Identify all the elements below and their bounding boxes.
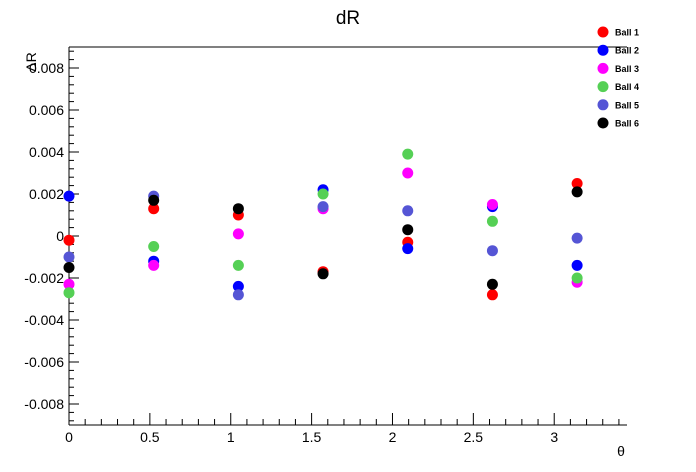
data-point-ball-5 — [486, 245, 498, 257]
data-point-ball-4 — [63, 287, 75, 299]
y-tick-label: 0.004 — [29, 144, 64, 160]
legend-label-ball-3: Ball 3 — [615, 64, 639, 74]
legend-label-ball-4: Ball 4 — [615, 82, 639, 92]
data-point-ball-3 — [232, 228, 244, 240]
data-point-ball-1 — [486, 289, 498, 301]
x-tick-label: 1.5 — [302, 429, 322, 445]
data-point-ball-2 — [402, 243, 414, 255]
data-point-ball-3 — [63, 278, 75, 290]
x-tick-label: 2 — [389, 429, 397, 445]
data-point-ball-2 — [571, 259, 583, 271]
data-point-ball-4 — [571, 272, 583, 284]
legend: Ball 1 Ball 2 Ball 3 Ball 4 Ball 5 Ball 6 — [597, 26, 639, 129]
y-tick-label: -0.002 — [24, 270, 64, 286]
data-point-ball-1 — [571, 178, 583, 189]
x-tick-label: 0 — [65, 429, 73, 445]
x-tick-label: 1 — [227, 429, 235, 445]
data-point-ball-6 — [486, 278, 498, 290]
x-axis-label: θ — [617, 443, 625, 459]
data-point-ball-4 — [232, 259, 244, 271]
data-point-ball-4 — [402, 148, 414, 160]
data-point-ball-5 — [571, 232, 583, 244]
legend-label-ball-6: Ball 6 — [615, 119, 639, 129]
data-point-ball-1 — [148, 203, 160, 215]
y-axis-label: ΔR — [23, 52, 39, 71]
data-point-ball-5 — [317, 201, 329, 213]
y-tick-label: 0.008 — [29, 60, 64, 76]
x-tick-label: 2.5 — [464, 429, 484, 445]
data-point-ball-3 — [402, 167, 414, 179]
data-point-ball-5 — [402, 205, 414, 217]
data-point-ball-4 — [486, 215, 498, 227]
data-point-ball-4 — [148, 241, 160, 252]
x-tick-label: 0.5 — [140, 429, 160, 445]
legend-marker-ball-2 — [597, 44, 609, 56]
y-tick-label: -0.008 — [24, 396, 64, 412]
chart-title: dR — [336, 8, 360, 29]
legend-marker-ball-3 — [597, 62, 609, 74]
legend-label-ball-1: Ball 1 — [615, 28, 639, 38]
legend-label-ball-5: Ball 5 — [615, 100, 639, 110]
data-point-ball-2 — [63, 190, 75, 202]
legend-marker-ball-5 — [597, 99, 609, 111]
data-point-ball-3 — [148, 259, 160, 271]
legend-label-ball-2: Ball 2 — [615, 46, 639, 56]
data-point-ball-3 — [486, 199, 498, 210]
axes: -0.008 -0.006 -0.004 -0.002 0 0.002 0.004 0.006… — [24, 46, 627, 445]
data-point-ball-6 — [571, 186, 583, 198]
data-point-ball-6 — [402, 224, 414, 236]
data-point-ball-5 — [63, 251, 75, 263]
legend-marker-ball-1 — [597, 26, 609, 38]
data-point-ball-2 — [232, 280, 244, 292]
y-tick-label: -0.004 — [24, 312, 64, 328]
x-tick-label: 3 — [550, 429, 558, 445]
legend-marker-ball-4 — [597, 81, 609, 93]
data-point-ball-6 — [63, 262, 75, 273]
data-point-ball-6 — [148, 194, 160, 206]
data-point-ball-1 — [63, 234, 75, 246]
legend-marker-ball-6 — [597, 117, 609, 129]
data-point-ball-4 — [317, 188, 329, 200]
data-point-ball-6 — [232, 203, 244, 215]
data-point-ball-6 — [317, 268, 329, 280]
y-tick-label: -0.006 — [24, 354, 64, 370]
data-points — [63, 148, 583, 301]
data-point-ball-5 — [232, 289, 244, 301]
y-tick-label: 0 — [56, 228, 64, 244]
y-tick-label: 0.002 — [29, 186, 64, 202]
y-tick-label: 0.006 — [29, 102, 64, 118]
